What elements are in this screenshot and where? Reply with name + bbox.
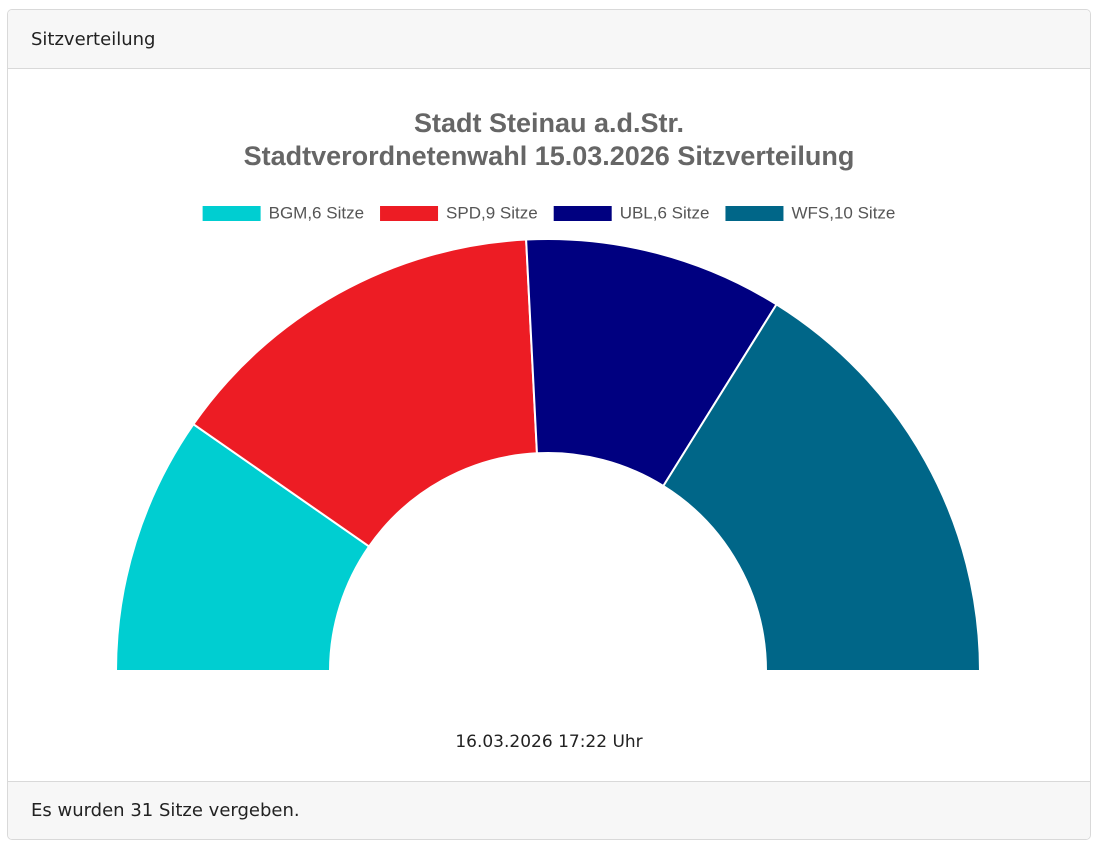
legend-label: SPD,9 Sitze [446, 203, 538, 222]
legend-swatch [202, 206, 261, 221]
chart-subtitle: Stadtverordnetenwahl 15.03.2026 Sitzvert… [244, 141, 855, 171]
legend-swatch [380, 206, 439, 221]
card-header: Sitzverteilung [8, 10, 1090, 69]
segment [525, 238, 778, 488]
segment [192, 238, 539, 548]
segment [661, 303, 982, 672]
legend-label: UBL,6 Sitze [620, 203, 710, 222]
chart-title: Stadt Steinau a.d.Str. [414, 108, 684, 138]
chart: Stadt Steinau a.d.Str. Stadtverordnetenw… [114, 108, 982, 752]
card: Sitzverteilung Es wurden 31 Sitze vergeb… [7, 9, 1091, 840]
legend-swatch [725, 206, 784, 221]
segment [114, 422, 371, 672]
legend-label: WFS,10 Sitze [791, 203, 895, 222]
timestamp: 16.03.2026 17:22 Uhr [455, 732, 642, 752]
card-footer: Es wurden 31 Sitze vergeben. [8, 781, 1090, 839]
legend-swatch [553, 206, 612, 221]
legend-label: BGM,6 Sitze [269, 203, 364, 222]
